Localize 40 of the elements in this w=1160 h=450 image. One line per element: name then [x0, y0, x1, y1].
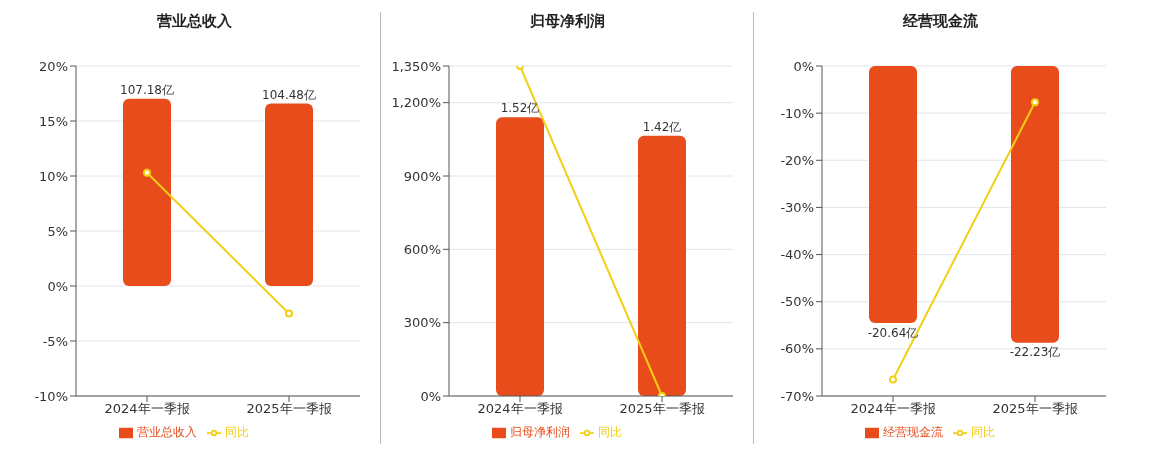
y-tick-label: -70%	[780, 388, 814, 404]
y-tick-label: -60%	[780, 341, 814, 357]
y-tick-label: 15%	[39, 113, 68, 129]
data-label: 104.48亿	[262, 87, 316, 102]
legend-label: 营业总收入	[137, 425, 197, 439]
legend-label: 同比	[225, 425, 249, 439]
y-tick-label: 0%	[47, 278, 68, 294]
data-label: 1.42亿	[642, 119, 682, 134]
chart-title: 归母净利润	[529, 12, 605, 32]
y-tick-label: 300%	[403, 315, 441, 331]
data-label: -22.23亿	[1009, 345, 1061, 360]
y-tick-label: 10%	[39, 168, 68, 184]
chart-title: 经营现金流	[902, 12, 978, 32]
y-tick-label: -50%	[780, 294, 814, 310]
y-tick-label: -10%	[34, 388, 68, 404]
legend-label: 同比	[598, 425, 622, 439]
y-tick-label: -20%	[780, 152, 814, 168]
y-tick-label: 900%	[403, 168, 441, 184]
y-tick-label: -10%	[780, 105, 814, 121]
y-tick-label: -30%	[780, 200, 814, 216]
x-tick-label: 2024年一季报	[850, 401, 936, 417]
legend-label: 同比	[971, 425, 995, 439]
x-tick-label: 2024年一季报	[477, 401, 563, 417]
x-tick-label: 2025年一季报	[619, 401, 705, 417]
y-tick-label: 20%	[39, 58, 68, 74]
chart-title: 营业总收入	[156, 12, 232, 32]
legend-label: 归母净利润	[510, 425, 570, 439]
x-tick-label: 2024年一季报	[104, 401, 190, 417]
y-tick-label: 1,350%	[391, 58, 441, 74]
data-label: 107.18亿	[120, 82, 174, 97]
y-tick-label: 0%	[420, 388, 441, 404]
x-tick-label: 2025年一季报	[246, 401, 332, 417]
x-tick-label: 2025年一季报	[992, 401, 1078, 417]
y-tick-label: -5%	[42, 333, 68, 349]
y-tick-label: 600%	[403, 241, 441, 257]
y-tick-label: 5%	[47, 223, 68, 239]
y-tick-label: -40%	[780, 247, 814, 263]
y-tick-label: 1,200%	[391, 95, 441, 111]
y-tick-label: 0%	[793, 58, 814, 74]
legend-label: 经营现金流	[883, 425, 943, 439]
